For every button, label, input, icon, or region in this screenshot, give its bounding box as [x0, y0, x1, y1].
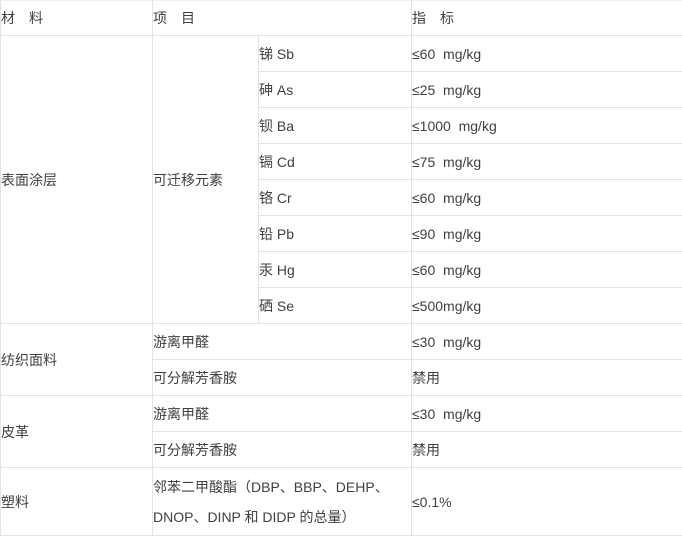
header-material: 材 料	[0, 0, 153, 36]
table-row: 硒 Se ≤500mg/kg	[1, 287, 682, 324]
cell-element-pb: 铅 Pb	[258, 215, 412, 252]
table-row: 砷 As ≤25 mg/kg	[1, 71, 682, 108]
cell-limit-sb: ≤60 mg/kg	[411, 35, 682, 72]
cell-item-free-formaldehyde-textile: 游离甲醛	[152, 323, 412, 360]
cell-limit-hg: ≤60 mg/kg	[411, 251, 682, 288]
cell-limit-cd: ≤75 mg/kg	[411, 143, 682, 180]
cell-limit-cr: ≤60 mg/kg	[411, 179, 682, 216]
table-row: 纺织面料 游离甲醛 ≤30 mg/kg	[0, 323, 682, 396]
cell-element-cd: 镉 Cd	[258, 143, 412, 180]
cell-limit-phthalates: ≤0.1%	[411, 467, 682, 536]
cell-limit-free-formaldehyde-leather: ≤30 mg/kg	[411, 395, 682, 432]
table-row: 塑料 邻苯二甲酸酯（DBP、BBP、DEHP、 DNOP、DINP 和 DIDP…	[0, 467, 682, 536]
cell-item-phthalates: 邻苯二甲酸酯（DBP、BBP、DEHP、 DNOP、DINP 和 DIDP 的总…	[152, 467, 412, 536]
table-row: 钡 Ba ≤1000 mg/kg	[1, 107, 682, 144]
cell-element-cr: 铬 Cr	[258, 179, 412, 216]
cell-limit-free-formaldehyde-textile: ≤30 mg/kg	[411, 323, 682, 360]
cell-limit-se: ≤500mg/kg	[411, 287, 682, 324]
cell-element-sb: 锑 Sb	[258, 35, 412, 72]
header-item: 项 目	[152, 0, 412, 36]
cell-material-surface-coating: 表面涂层	[0, 35, 153, 324]
cell-material-plastic: 塑料	[0, 467, 153, 536]
cell-material-textile: 纺织面料	[0, 323, 153, 396]
table-row: 镉 Cd ≤75 mg/kg	[1, 143, 682, 180]
cell-element-ba: 钡 Ba	[258, 107, 412, 144]
cell-item-aromatic-amines-leather: 可分解芳香胺	[152, 431, 412, 468]
table-row: 可分解芳香胺 禁用	[1, 359, 682, 396]
table-row: 皮革 游离甲醛 ≤30 mg/kg	[0, 395, 682, 468]
cell-element-as: 砷 As	[258, 71, 412, 108]
cell-limit-aromatic-amines-leather: 禁用	[411, 431, 682, 468]
cell-limit-pb: ≤90 mg/kg	[411, 215, 682, 252]
cell-limit-ba: ≤1000 mg/kg	[411, 107, 682, 144]
table-row: 可分解芳香胺 禁用	[1, 431, 682, 468]
header-indicator: 指 标	[411, 0, 682, 36]
cell-element-se: 硒 Se	[258, 287, 412, 324]
table-row: 汞 Hg ≤60 mg/kg	[1, 251, 682, 288]
cell-limit-aromatic-amines-textile: 禁用	[411, 359, 682, 396]
table-header-row: 材 料 项 目 指 标	[0, 0, 682, 36]
cell-item-aromatic-amines-textile: 可分解芳香胺	[152, 359, 412, 396]
cell-element-hg: 汞 Hg	[258, 251, 412, 288]
cell-limit-as: ≤25 mg/kg	[411, 71, 682, 108]
cell-material-leather: 皮革	[0, 395, 153, 468]
cell-item-free-formaldehyde-leather: 游离甲醛	[152, 395, 412, 432]
table-row: 表面涂层 可迁移元素 锑 Sb ≤60 mg/kg	[0, 35, 682, 324]
cell-item-migratable-elements: 可迁移元素	[152, 35, 259, 324]
table-row: 铅 Pb ≤90 mg/kg	[1, 215, 682, 252]
